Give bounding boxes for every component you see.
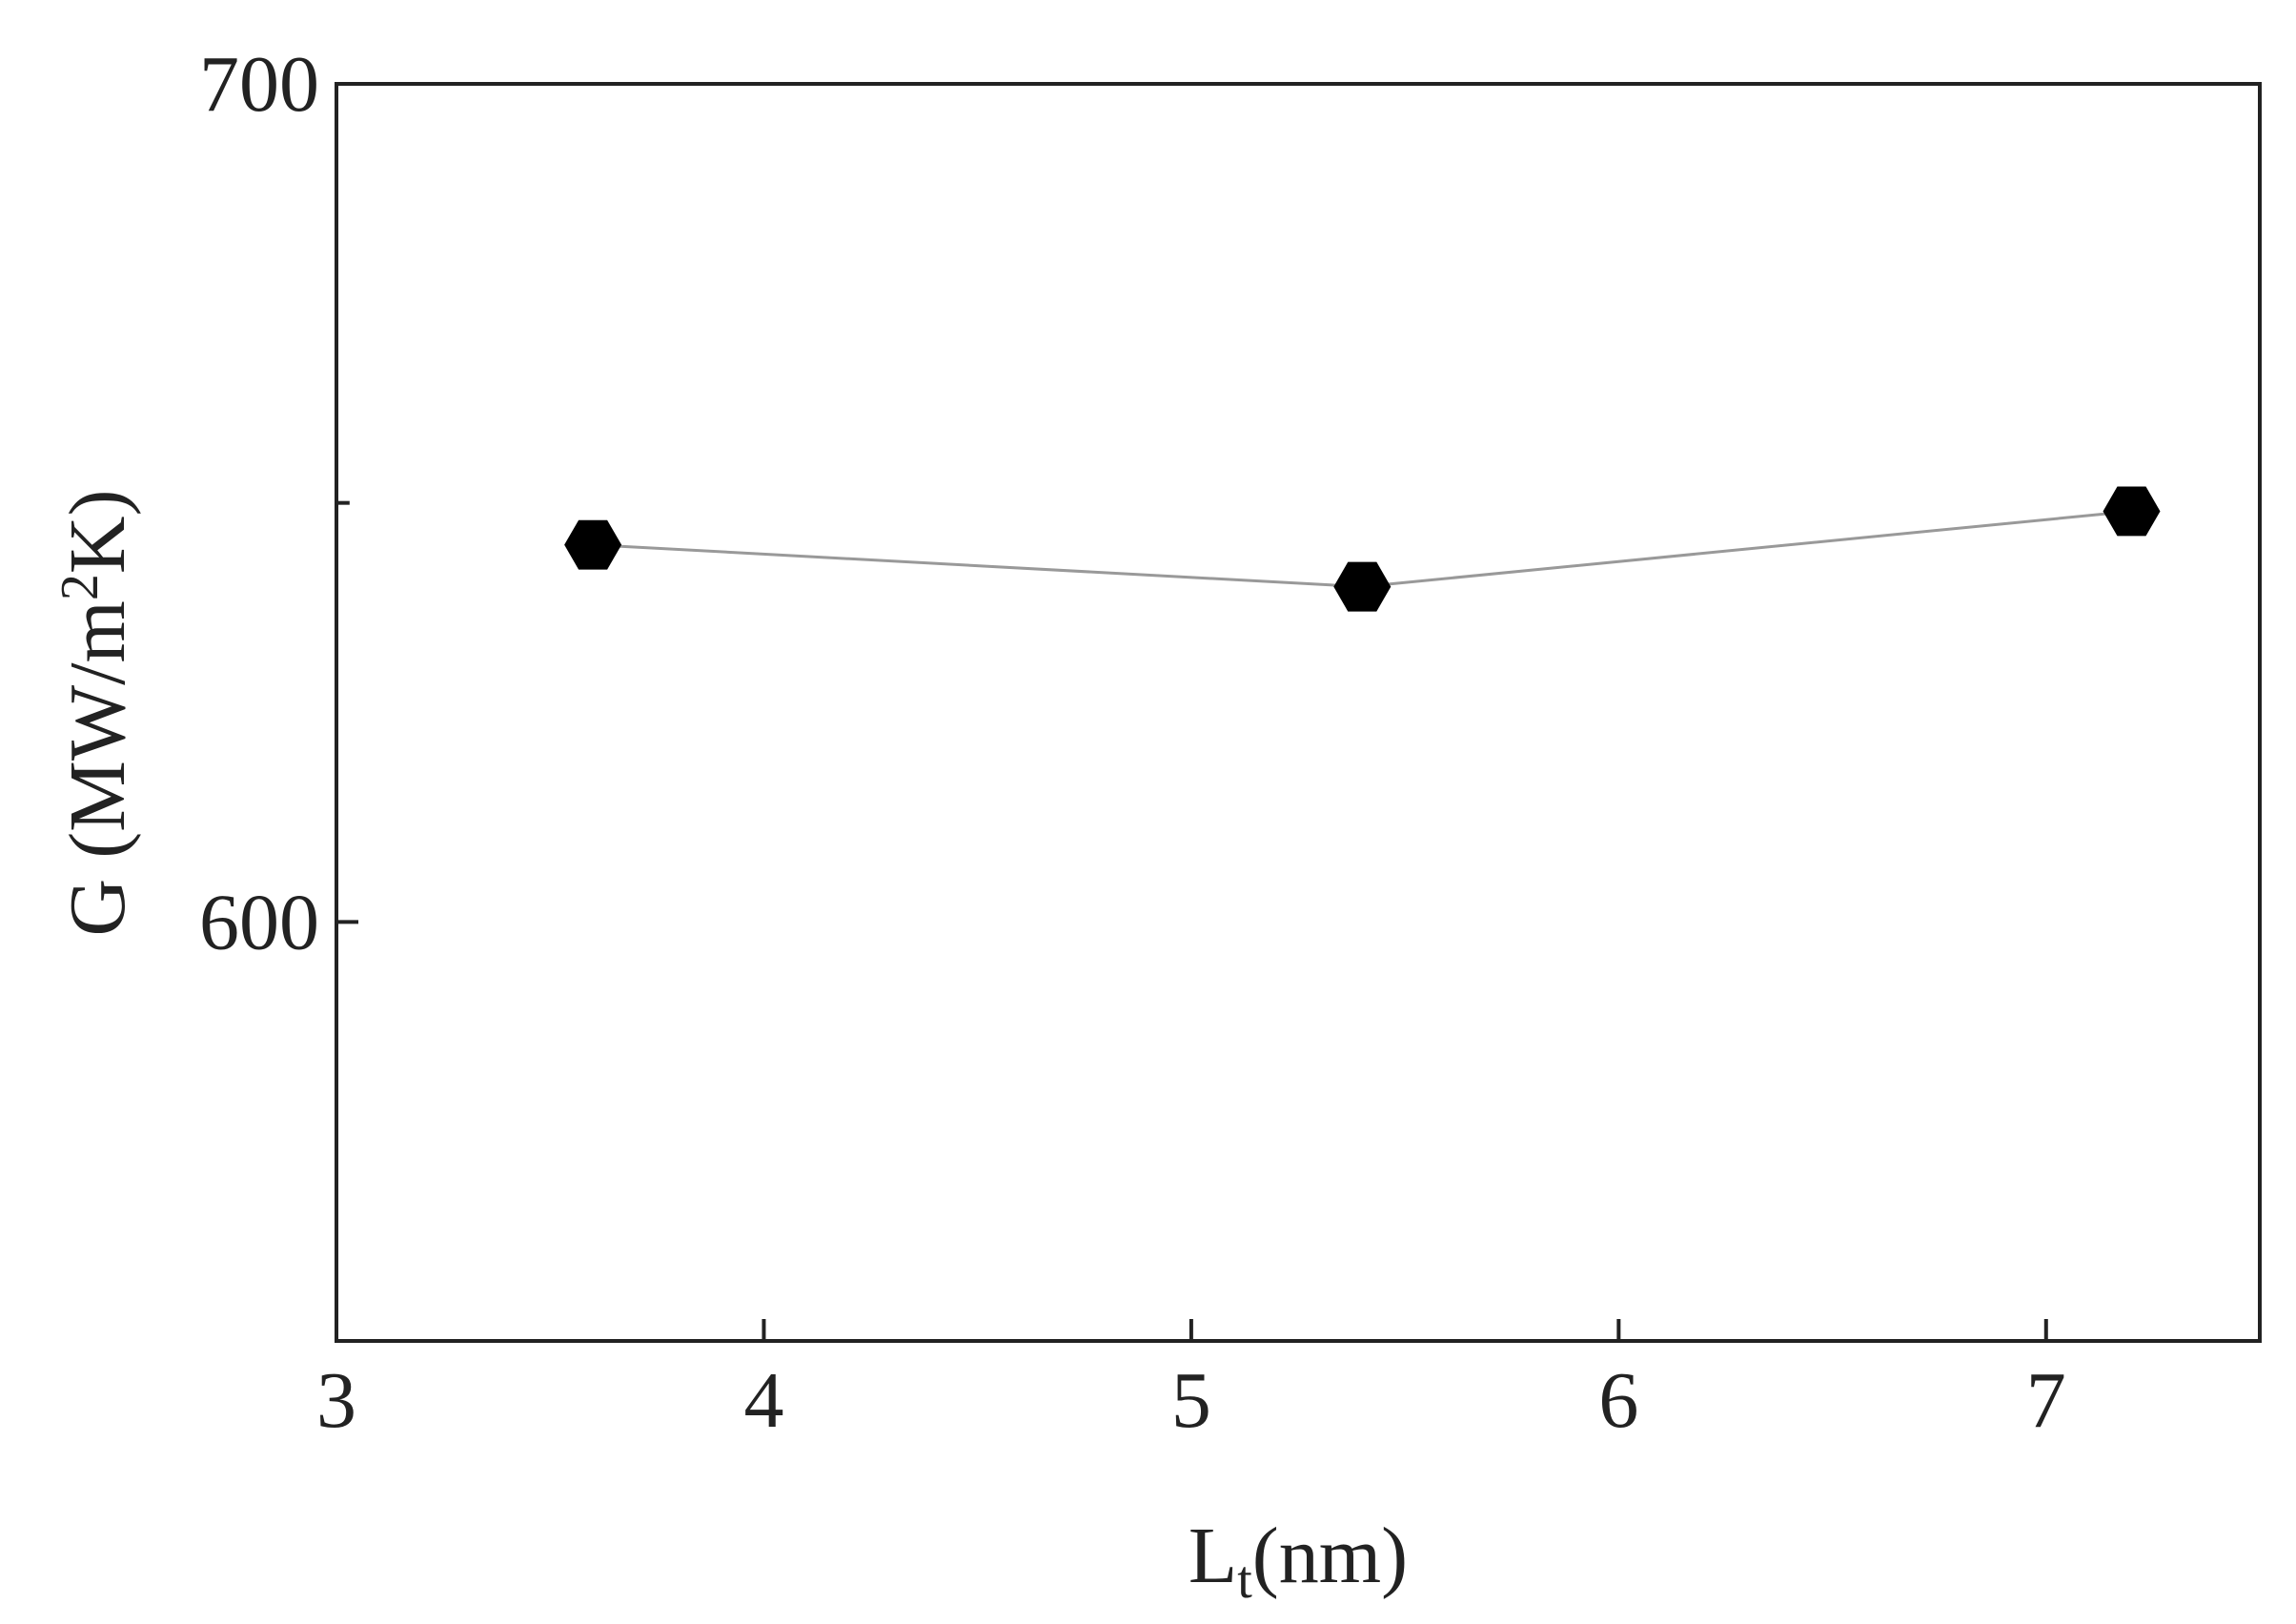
y-tick-label: 700	[199, 40, 319, 129]
x-tick-label: 5	[1171, 1356, 1211, 1445]
x-label-rest: (nm)	[1252, 1512, 1408, 1600]
x-tick-label: 4	[743, 1356, 783, 1445]
data-point	[564, 519, 622, 570]
y-axis-label: G (MW/m2K)	[51, 490, 142, 937]
plot-frame	[335, 82, 2262, 1343]
x-tick-label: 6	[1598, 1356, 1638, 1445]
y-label-rest: K)	[53, 490, 142, 575]
x-label-sub: t	[1237, 1551, 1252, 1610]
data-point	[2103, 486, 2161, 537]
x-tick-label: 7	[2026, 1356, 2066, 1445]
data-point	[1333, 561, 1392, 612]
x-axis-label: Lt(nm)	[1189, 1512, 1408, 1610]
x-label-main: L	[1189, 1512, 1237, 1600]
y-tick-label: 600	[199, 878, 319, 966]
y-label-sup: 2	[51, 574, 110, 600]
y-label-main: G (MW/m	[53, 600, 142, 936]
x-tick-label: 3	[316, 1356, 356, 1445]
